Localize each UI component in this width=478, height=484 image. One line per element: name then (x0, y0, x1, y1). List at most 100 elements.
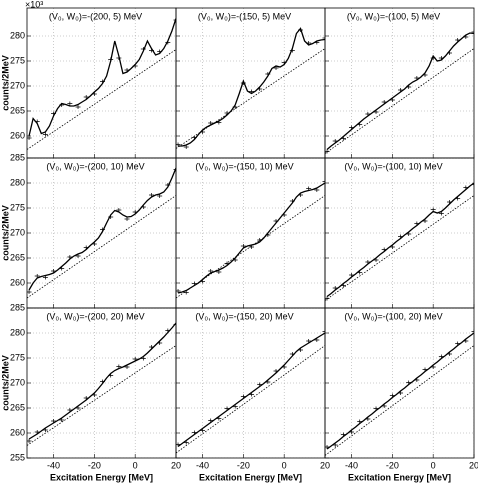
data-point (438, 211, 444, 216)
data-point (232, 404, 238, 409)
data-point (373, 110, 379, 114)
data-point (100, 227, 106, 232)
data-point (314, 40, 320, 45)
data-point (140, 205, 146, 209)
data-point (173, 167, 176, 172)
panel-title: (V₀, W₀)=-(100, 10) MeV (344, 161, 442, 171)
data-point (91, 393, 97, 397)
y-tick-label: 270 (10, 227, 25, 237)
data-point (357, 270, 363, 275)
data-point (340, 432, 346, 437)
data-point (173, 322, 176, 327)
data-point (340, 136, 346, 141)
data-point (157, 49, 163, 54)
data-point (414, 221, 420, 226)
data-point (132, 210, 138, 214)
data-point (191, 430, 197, 435)
y-tick-label: 280 (10, 30, 25, 40)
data-point (67, 255, 73, 259)
data-point (298, 193, 304, 197)
data-point (398, 88, 404, 92)
data-point (357, 122, 363, 127)
data-point (365, 260, 371, 264)
data-point (471, 182, 474, 187)
data-point (173, 18, 176, 22)
y-axis-label: counts/2MeV (0, 205, 10, 261)
data-point (75, 254, 81, 258)
data-point (414, 378, 420, 382)
data-point (249, 245, 255, 249)
data-point (108, 57, 114, 62)
panel-title: (V₀, W₀)=-(200, 20) MeV (46, 311, 144, 321)
panel (325, 308, 474, 458)
data-point (471, 30, 474, 34)
data-point (224, 261, 230, 266)
data-point (314, 338, 320, 342)
data-point (183, 145, 189, 149)
data-point (455, 341, 461, 346)
data-point (34, 274, 40, 278)
data-point (289, 48, 295, 53)
data-point (108, 373, 114, 378)
x-tick-label: -40 (345, 460, 358, 470)
x-axis-label: Excitation Energy [MeV] (50, 472, 153, 482)
y-tick-label: 270 (10, 80, 25, 90)
data-point (289, 199, 295, 203)
data-point (149, 48, 155, 53)
data-point (240, 244, 246, 248)
data-point (149, 193, 155, 197)
fit-curve (326, 182, 474, 298)
data-point (398, 391, 404, 395)
x-tick-label: -40 (47, 460, 60, 470)
data-point (34, 430, 40, 434)
data-point (447, 352, 453, 356)
data-point (51, 269, 57, 273)
data-point (257, 87, 263, 91)
data-point (438, 354, 444, 359)
panel-title: (V₀, W₀)=-(150, 5) MeV (198, 11, 291, 21)
data-point (208, 269, 214, 273)
data-point (59, 266, 65, 271)
data-point (314, 188, 320, 192)
data-point (306, 41, 312, 45)
data-point (42, 275, 48, 280)
panel-title: (V₀, W₀)=-(150, 10) MeV (195, 161, 293, 171)
data-point (116, 208, 122, 212)
data-point (273, 219, 279, 223)
data-point (422, 219, 428, 223)
frame (324, 307, 475, 459)
data-point (249, 392, 255, 397)
data-point (438, 56, 444, 60)
y-tick-label: 280 (10, 327, 25, 337)
panel-title: (V₀, W₀)=-(150, 20) MeV (195, 311, 293, 321)
data-point (340, 283, 346, 288)
data-point (249, 89, 255, 94)
data-point (216, 120, 222, 125)
data-point (471, 329, 474, 334)
background-line (176, 345, 325, 454)
data-point (140, 356, 146, 361)
data-point (306, 186, 312, 191)
y-axis-label: counts/2MeV (0, 55, 10, 111)
data-point (75, 105, 81, 109)
data-point (157, 194, 163, 198)
data-point (398, 234, 404, 239)
data-point (132, 357, 138, 361)
y-tick-label: 265 (10, 252, 25, 262)
data-point (59, 103, 65, 107)
data-point (67, 408, 73, 412)
frame (324, 7, 475, 159)
y-tick-label: 280 (10, 177, 25, 187)
panel-title: (V₀, W₀)=-(100, 20) MeV (344, 311, 442, 321)
data-point (83, 245, 89, 250)
x-tick-label: 20 (469, 460, 478, 470)
y-tick-label: 285 (10, 302, 25, 312)
data-point (289, 352, 295, 356)
background-line (176, 48, 325, 149)
data-point (414, 76, 420, 80)
data-point (124, 217, 130, 221)
x-axis-label: Excitation Energy [MeV] (348, 472, 451, 482)
panel (27, 308, 176, 458)
